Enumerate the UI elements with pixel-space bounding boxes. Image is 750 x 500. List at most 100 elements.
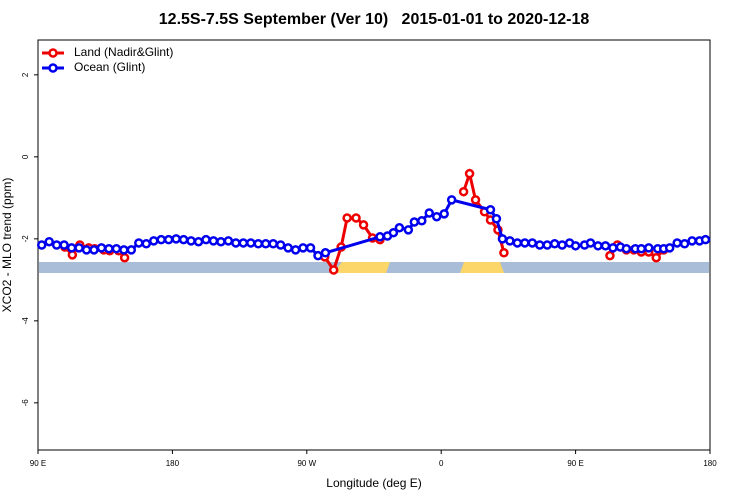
data-point <box>66 243 77 253</box>
data-point <box>208 236 219 246</box>
data-point <box>403 225 414 235</box>
data-point <box>520 238 530 248</box>
data-point <box>171 234 181 244</box>
y-tick-label: 0 <box>21 154 30 159</box>
data-point <box>89 245 99 255</box>
data-point <box>375 232 385 242</box>
data-point <box>505 236 515 246</box>
data-point <box>231 238 241 248</box>
data-point <box>156 234 166 245</box>
data-point <box>186 236 196 246</box>
data-point <box>687 236 697 246</box>
y-tick-label: 2 <box>21 72 30 77</box>
data-point <box>201 234 211 245</box>
data-point <box>593 241 603 251</box>
data-point <box>497 234 508 244</box>
data-point <box>358 220 369 230</box>
data-point <box>74 243 84 253</box>
data-point <box>163 234 174 245</box>
data-point <box>298 243 308 253</box>
data-point <box>178 234 189 245</box>
data-point <box>672 238 682 248</box>
legend-marker <box>48 63 58 73</box>
data-point <box>542 240 552 250</box>
x-tick-label: 90 W <box>297 459 316 468</box>
data-point <box>51 240 62 250</box>
data-point <box>328 265 339 275</box>
data-point <box>535 240 545 250</box>
data-point <box>417 216 427 226</box>
data-point <box>126 245 137 255</box>
data-point <box>700 234 711 245</box>
data-point <box>351 213 361 223</box>
data-point <box>96 243 107 253</box>
y-axis-label: XCO2 - MLO trend (ppm) <box>0 178 14 313</box>
data-point <box>644 243 654 253</box>
data-point <box>260 239 271 249</box>
legend-marker <box>48 48 58 58</box>
data-point <box>446 195 457 205</box>
chart-title: 12.5S-7.5S September (Ver 10) 2015-01-01… <box>159 11 590 28</box>
data-point <box>283 243 293 253</box>
data-point <box>104 243 114 254</box>
data-point <box>216 236 226 247</box>
land-patch <box>333 262 390 273</box>
data-point <box>557 240 567 250</box>
data-point <box>527 238 538 248</box>
data-point <box>36 240 47 250</box>
land-strip <box>39 262 709 273</box>
data-point <box>119 252 130 263</box>
data-point <box>470 195 481 205</box>
data-point <box>111 243 122 254</box>
data-point <box>600 241 611 251</box>
data-point <box>290 245 301 255</box>
data-point <box>388 227 399 238</box>
data-point <box>679 239 690 249</box>
data-point <box>549 239 560 249</box>
data-point <box>275 240 286 250</box>
y-tick-label: -2 <box>21 235 30 243</box>
data-point <box>621 243 632 254</box>
data-point <box>119 245 129 255</box>
data-point <box>605 250 615 261</box>
y-tick-label: -4 <box>21 317 30 325</box>
data-point <box>148 236 159 246</box>
data-point <box>134 238 144 248</box>
data-point <box>512 238 523 248</box>
data-point <box>570 241 581 251</box>
x-tick-label: 90 E <box>567 459 583 468</box>
data-point <box>636 243 647 254</box>
x-tick-label: 90 E <box>30 459 46 468</box>
data-point <box>268 239 278 249</box>
data-point <box>246 238 256 248</box>
data-point <box>141 239 152 249</box>
x-tick-label: 0 <box>439 459 444 468</box>
legend-label: Land (Nadir&Glint) <box>74 45 173 59</box>
y-tick-label: -6 <box>21 399 30 407</box>
data-point <box>608 243 618 253</box>
data-point <box>320 248 331 258</box>
data-point <box>458 186 469 197</box>
data-point <box>439 209 449 219</box>
data-point <box>44 236 54 247</box>
data-point <box>664 243 675 253</box>
data-point <box>464 168 475 179</box>
x-tick-label: 180 <box>166 459 180 468</box>
x-tick-label: 180 <box>703 459 717 468</box>
data-point <box>394 223 405 233</box>
data-point <box>342 213 352 223</box>
x-axis-label: Longitude (deg E) <box>326 476 421 490</box>
data-point <box>491 214 502 224</box>
land-patch <box>460 262 504 273</box>
data-point <box>305 243 316 253</box>
data-point <box>485 204 496 215</box>
legend-label: Ocean (Glint) <box>74 60 145 74</box>
data-point <box>651 252 661 263</box>
data-point <box>238 238 249 248</box>
data-point <box>585 238 596 248</box>
data-point <box>431 211 442 222</box>
data-point <box>499 248 509 258</box>
data-point <box>59 240 69 250</box>
data-point <box>313 250 323 261</box>
